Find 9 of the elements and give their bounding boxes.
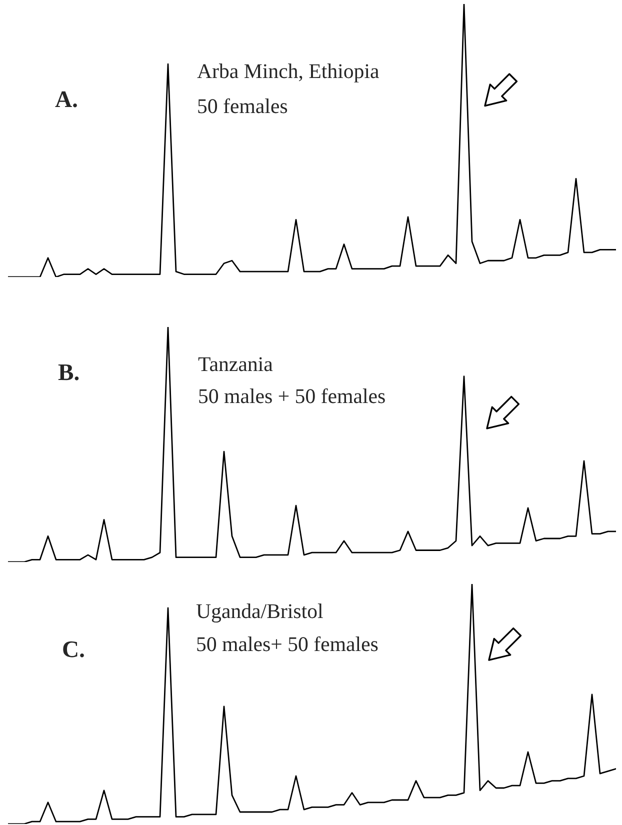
annotation: C. — [63, 641, 84, 658]
annotation: 50 females — [198, 98, 288, 114]
annotation: Tanzania — [198, 357, 273, 372]
annotation: Uganda/Bristol — [196, 604, 323, 622]
annotation: B. — [58, 364, 79, 380]
annotation: 50 males + 50 females — [199, 388, 385, 404]
annotation: Arba Minch, Ethiopia — [197, 64, 379, 82]
annotation: A. — [55, 91, 77, 108]
annotation: 50 males+ 50 females — [197, 636, 378, 652]
